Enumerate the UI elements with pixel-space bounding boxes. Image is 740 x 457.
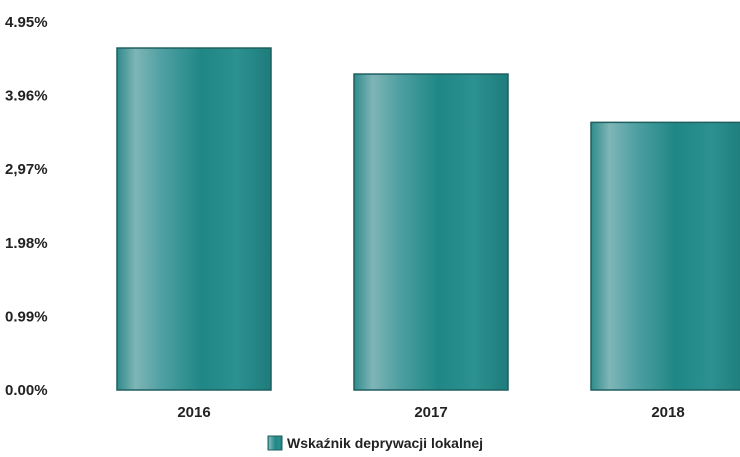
y-tick-label: 0.00% [5,382,48,399]
x-tick-label: 2016 [177,404,210,421]
x-tick-label: 2018 [651,404,684,421]
y-axis: 0.00% 0.99% 1.98% 2,97% 3.96% 4.95% [5,14,48,399]
x-axis: 2016 2017 2018 [177,404,684,421]
y-tick-label: 2,97% [5,161,48,178]
y-tick-label: 3.96% [5,88,48,105]
bar-2018 [590,121,740,391]
x-tick-label: 2017 [414,404,447,421]
bars [116,47,740,391]
bar-2017 [353,73,509,391]
y-tick-label: 0.99% [5,308,48,325]
bar-2016 [116,47,272,391]
legend: Wskaźnik deprywacji lokalnej [267,435,483,451]
legend-label: Wskaźnik deprywacji lokalnej [287,435,483,451]
legend-swatch [267,435,283,451]
y-tick-label: 4.95% [5,14,48,31]
y-tick-label: 1.98% [5,235,48,252]
